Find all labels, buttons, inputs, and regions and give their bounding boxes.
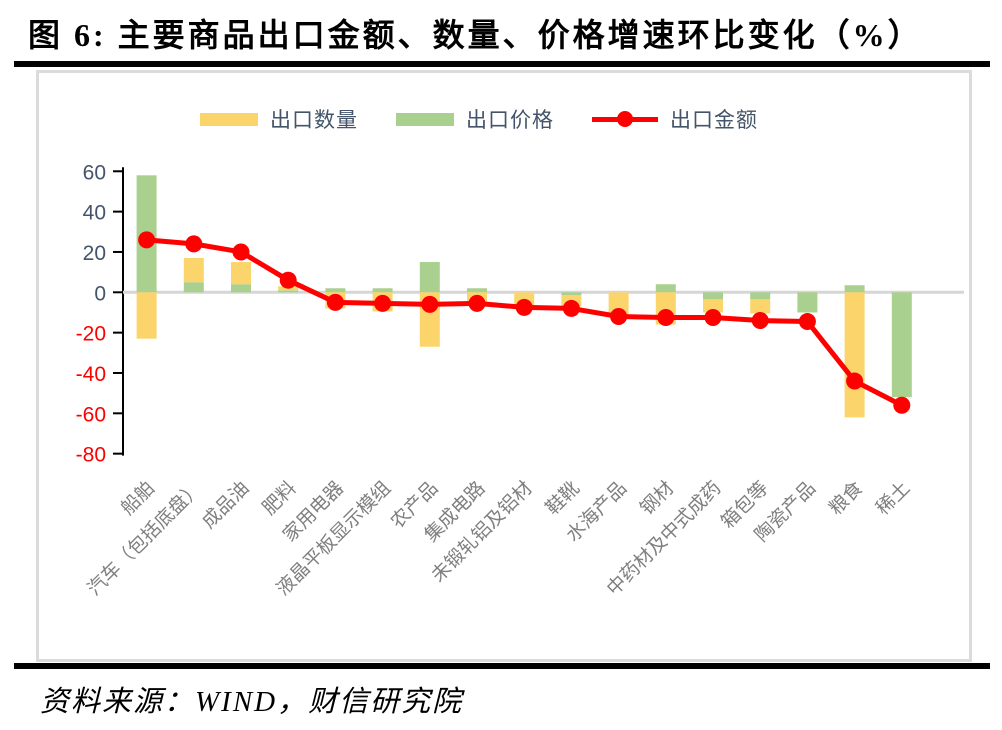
category-label: 粮食 [825,477,867,519]
amount-point [893,396,911,414]
quantity-bar [703,299,723,313]
amount-point [657,309,675,327]
y-tick-label: 60 [83,161,106,184]
price-bar [750,292,771,300]
price-bar [467,288,487,293]
chart-frame [36,70,972,662]
amount-point [232,243,250,261]
y-tick-label: 0 [94,282,106,305]
amount-point [279,271,297,289]
amount-line-swatch-icon [592,111,658,127]
price-bar [655,284,676,293]
price-bar [703,292,723,300]
price-bar [561,292,582,296]
price-bar [183,282,204,293]
y-tick-label: -60 [76,403,106,426]
y-tick-label: -40 [76,363,106,386]
category-label: 船舶 [117,477,159,519]
price-swatch-icon [396,112,454,126]
legend-label-price: 出口价格 [466,109,554,132]
category-label: 钢材 [636,477,678,519]
y-tick-label: -80 [76,444,106,467]
quantity-bar [750,299,771,314]
chart-legend: 出口数量 出口价格 出口金额 [200,104,758,134]
legend-label-amount: 出口金额 [670,109,758,132]
amount-point [610,308,628,326]
quantity-bar [231,262,251,285]
amount-point [846,372,864,390]
y-tick-label: 20 [83,242,106,265]
footer-divider-rule [14,663,990,669]
price-bar [844,285,865,293]
legend-item-quantity: 出口数量 [200,104,358,134]
amount-point [515,298,533,316]
price-bar [231,284,251,293]
title-divider-rule [14,61,990,67]
quantity-bar [183,258,204,283]
price-bar [891,292,912,398]
y-tick-label: -20 [76,323,106,346]
chart-title: 图 6: 主要商品出口金额、数量、价格增速环比变化（%） [28,17,923,53]
quantity-swatch-icon [200,112,258,126]
price-bar [278,290,299,293]
legend-label-quantity: 出口数量 [270,109,358,132]
amount-point [704,309,722,327]
price-bar [797,292,818,313]
amount-point [138,231,156,249]
legend-item-amount: 出口金额 [592,104,758,134]
quantity-bar [136,292,157,339]
category-label: 成品油 [198,477,254,533]
category-label: 稀土 [872,477,914,519]
amount-point [751,312,769,330]
category-label: 肥料 [258,477,300,519]
category-label: 鞋靴 [541,477,583,519]
y-tick-label: 40 [83,202,106,225]
amount-line [144,237,905,408]
source-note: 资料来源：WIND，财信研究院 [40,686,464,718]
price-bar [419,262,440,293]
amount-point [468,294,486,312]
amount-point [326,293,344,311]
price-bar [372,288,393,293]
quantity-bar [844,292,865,418]
legend-item-price: 出口价格 [396,104,554,134]
amount-point [562,299,580,317]
price-bar [325,288,346,293]
amount-point [421,295,439,313]
amount-point [374,294,392,312]
amount-point [185,235,203,253]
amount-point [798,313,816,331]
